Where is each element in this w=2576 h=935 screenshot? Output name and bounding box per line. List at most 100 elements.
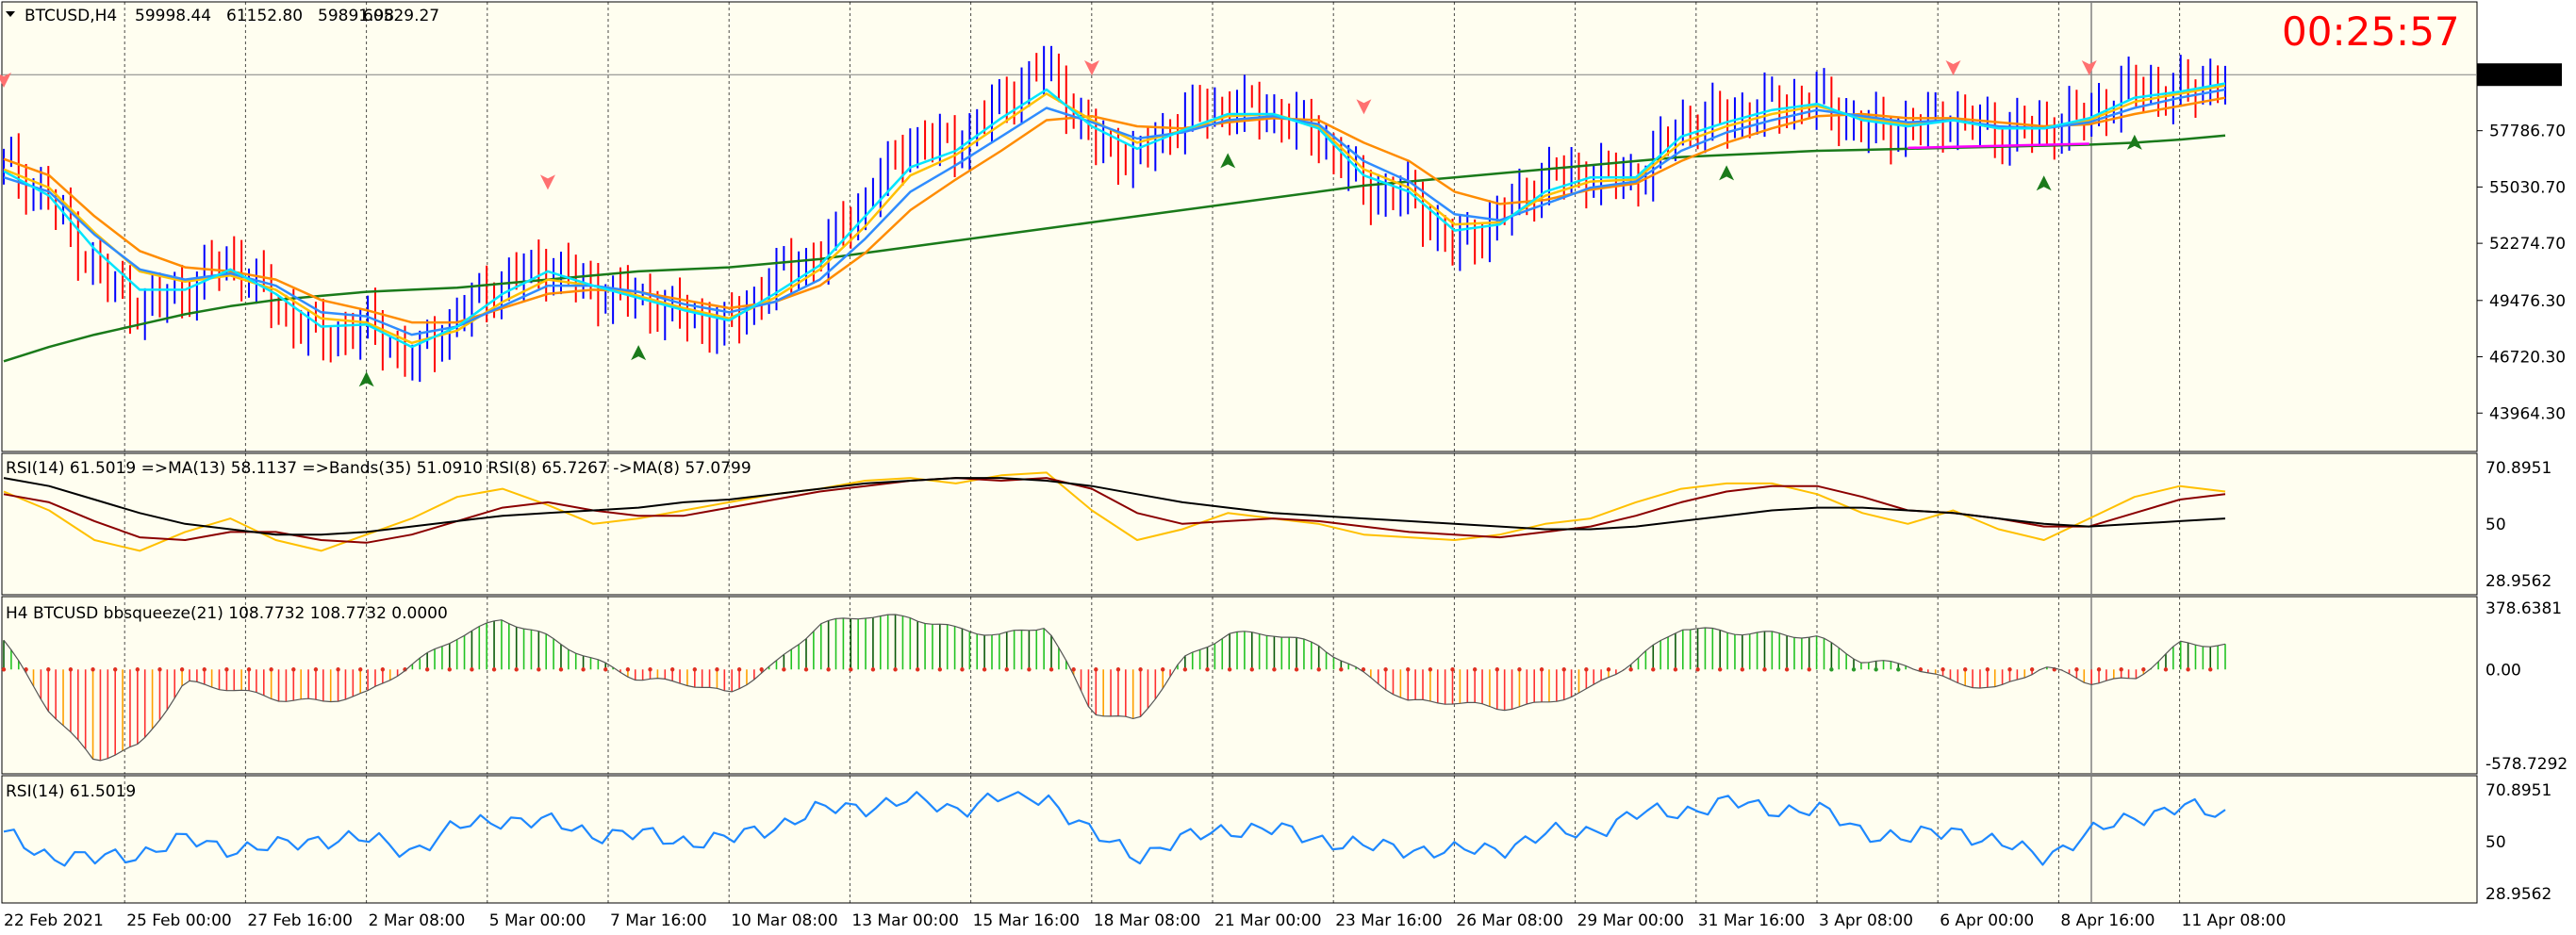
time-tick-label: 7 Mar 16:00 xyxy=(610,911,707,930)
rsi-bands-pane[interactable] xyxy=(1,452,2478,596)
buy-arrow-icon xyxy=(2126,134,2142,150)
sell-arrow-icon xyxy=(1356,99,1372,115)
rsi-tick-label: 50 xyxy=(2485,833,2506,852)
sell-arrow-icon xyxy=(1083,60,1099,75)
squeeze-dot xyxy=(558,667,564,672)
rsi-line xyxy=(3,791,2226,867)
sell-arrow-icon xyxy=(2081,60,2097,75)
buy-arrow-icon xyxy=(1220,153,1236,169)
bbsqueeze-label: H4 BTCUSD bbsqueeze(21) 108.7732 108.773… xyxy=(6,604,448,623)
squeeze-dot xyxy=(669,667,675,672)
squeeze-dot xyxy=(380,667,386,672)
squeeze-dot xyxy=(982,667,987,672)
price-tick-label: 57786.70 xyxy=(2489,123,2566,141)
main-pane[interactable] xyxy=(1,1,2478,452)
grid-lines xyxy=(2,2,2477,903)
price-tick-label: 46720.30 xyxy=(2489,349,2566,368)
ma-blue-line xyxy=(3,88,2226,336)
squeeze-dot xyxy=(1161,667,1165,672)
squeeze-dot xyxy=(1428,667,1433,672)
squeeze-dot xyxy=(514,667,519,672)
squeeze-dot xyxy=(112,667,118,672)
squeeze-dot xyxy=(135,667,140,672)
squeeze-dot xyxy=(2096,667,2102,672)
squeeze-dot xyxy=(1249,667,1254,672)
collapse-triangle-icon[interactable] xyxy=(6,11,15,17)
buy-arrow-icon xyxy=(358,371,374,387)
time-tick-label: 15 Mar 16:00 xyxy=(973,911,1081,930)
squeeze-dot xyxy=(870,667,876,672)
squeeze-dot xyxy=(1851,667,1857,672)
squeeze-dot xyxy=(2119,667,2123,672)
squeeze-dot xyxy=(1829,667,1834,672)
squeeze-dot xyxy=(759,667,764,672)
time-tick-label: 2 Mar 08:00 xyxy=(369,911,466,930)
time-tick-label: 25 Feb 00:00 xyxy=(126,911,232,930)
squeeze-dot xyxy=(1539,667,1544,672)
squeeze-dot xyxy=(224,667,229,672)
squeeze-dot xyxy=(803,667,809,672)
bbsqueeze-tick-label: 378.6381 xyxy=(2485,599,2562,618)
squeeze-dot xyxy=(893,667,898,672)
squeeze-dot xyxy=(1071,667,1076,672)
rsi-pane[interactable] xyxy=(1,775,2478,904)
squeeze-dot xyxy=(1339,667,1344,672)
time-tick-label: 22 Feb 2021 xyxy=(4,911,104,930)
time-tick-label: 11 Apr 08:00 xyxy=(2182,911,2287,930)
ma-cyan-line xyxy=(3,82,2226,349)
squeeze-dot xyxy=(1272,667,1277,672)
time-axis: 22 Feb 2021 25 Feb 00:00 27 Feb 16:00 2 Mar… xyxy=(4,911,2286,930)
rsi-label: RSI(14) 61.5019 xyxy=(6,782,136,801)
squeeze-dot xyxy=(2074,667,2079,672)
squeeze-dot xyxy=(1049,667,1054,672)
squeeze-dot xyxy=(1874,667,1878,672)
squeeze-dot xyxy=(1985,667,1990,672)
rsi-bands-tick-label: 28.9562 xyxy=(2485,572,2551,591)
price-tick-label: 43964.30 xyxy=(2489,404,2566,423)
current-price-label: 60529.27 xyxy=(2482,66,2558,85)
squeeze-dot xyxy=(1,667,7,672)
squeeze-dot xyxy=(1383,667,1388,672)
current-price-tag xyxy=(2477,63,2562,87)
rsi-tick-label: 70.8951 xyxy=(2485,781,2551,800)
squeeze-dot xyxy=(960,667,965,672)
squeeze-dot xyxy=(1651,667,1656,672)
time-tick-label: 13 Mar 00:00 xyxy=(851,911,959,930)
rsi-bands-lines xyxy=(3,471,2226,552)
squeeze-dot xyxy=(1918,667,1924,672)
squeeze-dot xyxy=(826,667,831,672)
price-tick-label: 55030.70 xyxy=(2489,178,2566,197)
squeeze-dot xyxy=(1628,667,1633,672)
squeeze-dot xyxy=(291,667,296,672)
sell-arrow-icon xyxy=(539,174,555,190)
squeeze-dot xyxy=(2163,667,2169,672)
squeeze-dot xyxy=(1115,667,1121,672)
time-tick-label: 23 Mar 16:00 xyxy=(1335,911,1443,930)
squeeze-dot xyxy=(491,667,497,672)
price-bars xyxy=(0,45,2226,387)
squeeze-dot xyxy=(648,667,652,672)
time-tick-label: 3 Apr 08:00 xyxy=(1819,911,1913,930)
candle-timer: 00:25:57 xyxy=(2282,8,2460,55)
squeeze-dot xyxy=(46,667,51,672)
squeeze-dot xyxy=(603,667,608,672)
bbsqueeze-tick-label: 0.00 xyxy=(2485,661,2521,680)
squeeze-dot xyxy=(849,667,853,672)
squeeze-dot xyxy=(1450,667,1455,672)
squeeze-dot xyxy=(1740,667,1745,672)
squeeze-dot xyxy=(358,667,363,672)
squeeze-dot xyxy=(1807,667,1811,672)
squeeze-dot xyxy=(1784,667,1790,672)
squeeze-dot xyxy=(1138,667,1143,672)
squeeze-dot xyxy=(68,667,74,672)
squeeze-dot xyxy=(447,667,452,672)
squeeze-dot xyxy=(1406,667,1411,672)
squeeze-dot xyxy=(937,667,943,672)
bbsqueeze-pane[interactable] xyxy=(1,596,2478,775)
bands-black-line xyxy=(3,477,2226,536)
squeeze-dot xyxy=(157,667,162,672)
squeeze-dot xyxy=(537,667,541,672)
buy-arrow-icon xyxy=(631,345,647,361)
